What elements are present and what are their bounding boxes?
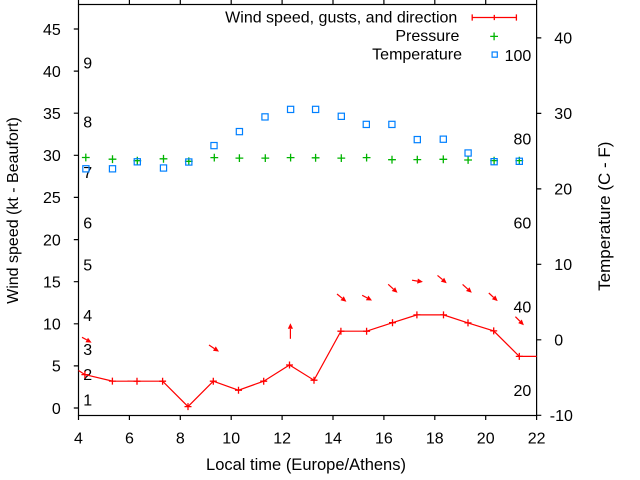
svg-text:10: 10: [554, 257, 572, 274]
svg-text:30: 30: [43, 148, 61, 165]
svg-text:6: 6: [83, 216, 92, 233]
svg-text:8: 8: [83, 114, 92, 131]
svg-text:80: 80: [514, 132, 532, 149]
svg-text:4: 4: [83, 308, 92, 325]
svg-text:20: 20: [43, 232, 61, 249]
svg-text:12: 12: [273, 430, 291, 447]
svg-text:10: 10: [222, 430, 240, 447]
svg-text:15: 15: [43, 275, 61, 292]
svg-text:3: 3: [83, 342, 92, 359]
svg-text:45: 45: [43, 22, 61, 39]
svg-text:25: 25: [43, 190, 61, 207]
svg-text:7: 7: [83, 165, 92, 182]
svg-text:40: 40: [554, 31, 572, 48]
svg-text:20: 20: [554, 182, 572, 199]
svg-text:Temperature: Temperature: [372, 47, 462, 64]
svg-text:10: 10: [43, 317, 61, 334]
svg-text:40: 40: [514, 299, 532, 316]
svg-text:60: 60: [514, 216, 532, 233]
svg-text:14: 14: [324, 430, 342, 447]
svg-text:5: 5: [52, 359, 61, 376]
svg-text:0: 0: [52, 401, 61, 418]
svg-text:Pressure: Pressure: [395, 28, 459, 45]
svg-text:35: 35: [43, 106, 61, 123]
svg-text:0: 0: [554, 333, 563, 350]
svg-text:22: 22: [528, 430, 546, 447]
svg-text:40: 40: [43, 64, 61, 81]
svg-text:Wind speed (kt - Beaufort): Wind speed (kt - Beaufort): [5, 117, 22, 304]
svg-text:8: 8: [176, 430, 185, 447]
svg-text:Temperature (C - F): Temperature (C - F): [595, 142, 614, 291]
svg-text:4: 4: [74, 430, 83, 447]
svg-text:Wind speed, gusts, and directi: Wind speed, gusts, and direction: [225, 10, 457, 27]
svg-text:9: 9: [83, 56, 92, 73]
svg-text:Local time (Europe/Athens): Local time (Europe/Athens): [206, 456, 406, 474]
svg-text:6: 6: [125, 430, 134, 447]
svg-text:5: 5: [83, 258, 92, 275]
svg-text:-10: -10: [550, 408, 573, 425]
svg-text:16: 16: [375, 430, 393, 447]
svg-text:100: 100: [505, 48, 532, 65]
svg-text:20: 20: [514, 383, 532, 400]
svg-text:20: 20: [477, 430, 495, 447]
svg-text:1: 1: [83, 392, 92, 409]
svg-text:30: 30: [554, 106, 572, 123]
svg-text:18: 18: [426, 430, 444, 447]
